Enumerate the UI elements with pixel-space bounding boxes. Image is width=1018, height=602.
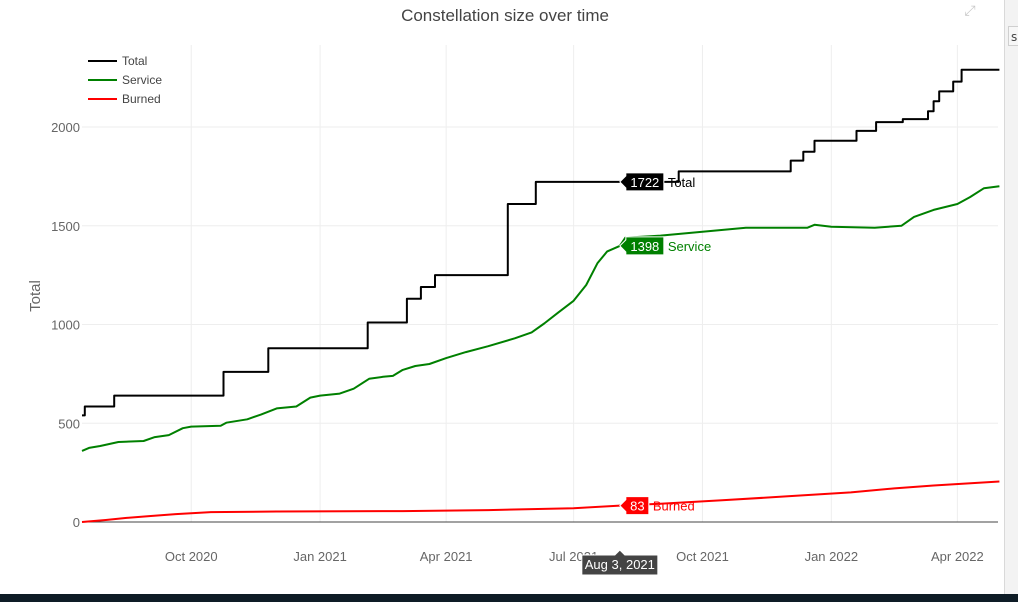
legend[interactable]: Total Service Burned: [88, 54, 162, 106]
chart-title: Constellation size over time: [401, 6, 609, 25]
legend-label-burned: Burned: [122, 92, 161, 106]
hover-labels: 1722 Total 1398 Service 83 Burned Aug 3, 2021: [581, 172, 711, 576]
series-line-total: [82, 68, 1000, 417]
x-tick-label: Oct 2021: [676, 549, 729, 564]
hover-value: 1722: [630, 175, 659, 190]
hover-value: 83: [630, 499, 644, 514]
x-tick-label: Jan 2021: [293, 549, 347, 564]
legend-label-total: Total: [122, 54, 147, 68]
axis-ticks: 0 500 1000 1500 2000 Oct 2020 Jan 2021 Apr 2021…: [51, 120, 984, 564]
grid: [82, 45, 998, 523]
x-tick-label: Jan 2022: [805, 549, 859, 564]
x-tick-label: Apr 2022: [931, 549, 984, 564]
hover-box: [619, 496, 650, 516]
hover-series-name: Burned: [653, 499, 695, 514]
y-tick-label: 2000: [51, 120, 80, 135]
side-panel-tab[interactable]: s: [1008, 26, 1018, 46]
hover-label-total: 1722 Total: [619, 172, 696, 192]
hover-box: [619, 236, 665, 256]
side-panel: [1004, 0, 1018, 602]
hover-series-name: Service: [668, 239, 711, 254]
series-line-service: [81, 185, 1000, 452]
series-line-burned: [81, 480, 1000, 523]
hover-box: [619, 172, 665, 192]
y-tick-label: 1500: [51, 219, 80, 234]
y-tick-label: 500: [58, 416, 80, 431]
hover-label-service: 1398 Service: [619, 236, 711, 256]
x-tick-label: Apr 2021: [420, 549, 473, 564]
hover-date-label: Aug 3, 2021: [581, 549, 659, 576]
hover-value: 1398: [630, 239, 659, 254]
y-tick-label: 0: [73, 515, 80, 530]
hover-label-burned: 83 Burned: [619, 496, 695, 516]
hover-date-text: Aug 3, 2021: [585, 557, 655, 572]
expand-icon[interactable]: ⤢: [964, 2, 976, 18]
hover-series-name: Total: [668, 175, 696, 190]
legend-label-service: Service: [122, 73, 162, 87]
y-axis-title: Total: [27, 280, 44, 312]
x-tick-label: Oct 2020: [165, 549, 218, 564]
y-tick-label: 1000: [51, 318, 80, 333]
hover-date-box: [581, 549, 659, 576]
series-lines: [81, 68, 1000, 523]
background-strip: [0, 594, 1018, 602]
